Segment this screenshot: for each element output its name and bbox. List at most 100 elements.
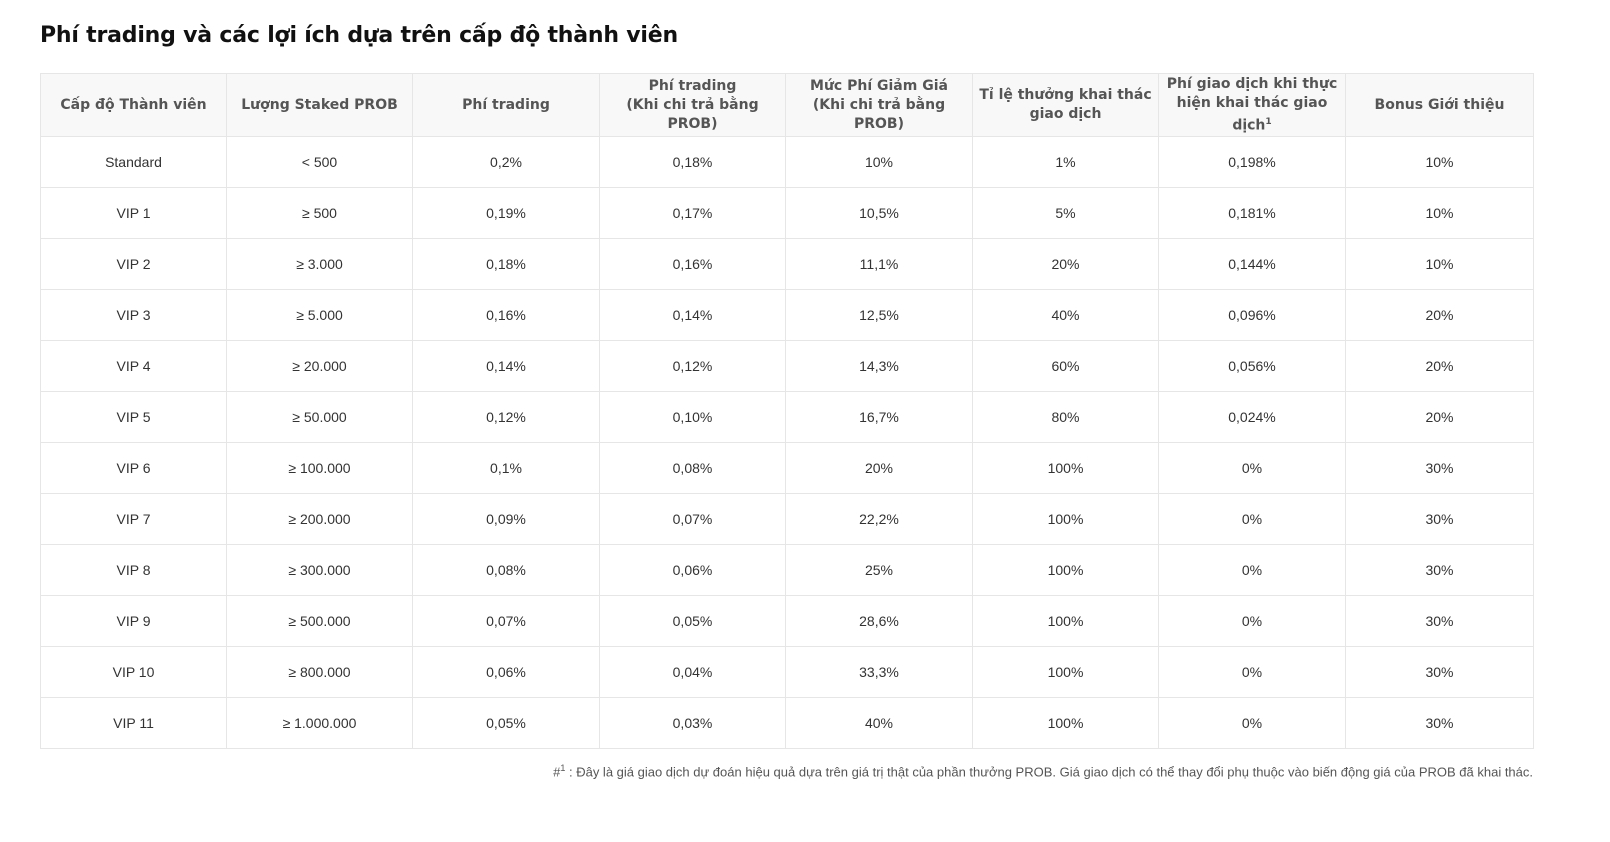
table-cell: 0,08%	[599, 442, 786, 494]
column-header-6: Tỉ lệ thưởng khai thác giao dịch	[972, 73, 1159, 137]
table-cell: 10%	[1345, 136, 1534, 188]
table-cell: 30%	[1345, 493, 1534, 545]
table-cell: 40%	[972, 289, 1159, 341]
table-cell: 0,08%	[412, 544, 600, 596]
table-cell: ≥ 5.000	[226, 289, 413, 341]
table-cell: 30%	[1345, 442, 1534, 494]
table-body: Standard < 500 0,2% 0,18% 10% 1% 0,198% 10% VIP …	[40, 136, 1534, 749]
table-cell: 22,2%	[785, 493, 973, 545]
table-cell: 0,16%	[412, 289, 600, 341]
table-cell: < 500	[226, 136, 413, 188]
table-cell: 30%	[1345, 544, 1534, 596]
table-cell: 28,6%	[785, 595, 973, 647]
table-cell: 0,1%	[412, 442, 600, 494]
table-cell: 0,03%	[599, 697, 786, 749]
column-header-2: Lượng Staked PROB	[226, 73, 413, 137]
column-header-line-2: giao dịch	[973, 105, 1158, 124]
table-cell: 0,024%	[1158, 391, 1346, 443]
table-cell: 0,05%	[412, 697, 600, 749]
column-header-1: Cấp độ Thành viên	[40, 73, 227, 137]
column-header-8: Bonus Giới thiệu	[1345, 73, 1534, 137]
table-cell: ≥ 500.000	[226, 595, 413, 647]
table-row: VIP 3 ≥ 5.000 0,16% 0,14% 12,5% 40% 0,096% 20%	[40, 289, 1534, 341]
table-cell: VIP 2	[40, 238, 227, 290]
table-cell: 100%	[972, 697, 1159, 749]
table-cell: ≥ 100.000	[226, 442, 413, 494]
table-cell: 0,14%	[412, 340, 600, 392]
table-cell: 33,3%	[785, 646, 973, 698]
table-cell: 30%	[1345, 595, 1534, 647]
table-cell: 0,10%	[599, 391, 786, 443]
table-cell: 20%	[1345, 289, 1534, 341]
table-cell: 0,18%	[412, 238, 600, 290]
footnote-marker: #	[553, 764, 561, 780]
table-cell: 0,17%	[599, 187, 786, 239]
table-cell: 0,18%	[599, 136, 786, 188]
table-cell: 40%	[785, 697, 973, 749]
table-cell: VIP 1	[40, 187, 227, 239]
table-cell: 0%	[1158, 493, 1346, 545]
table-cell: 10%	[785, 136, 973, 188]
table-cell: 0%	[1158, 646, 1346, 698]
table-cell: 30%	[1345, 697, 1534, 749]
table-row: Standard < 500 0,2% 0,18% 10% 1% 0,198% 10%	[40, 136, 1534, 188]
table-cell: 0,06%	[599, 544, 786, 596]
table-cell: 0,14%	[599, 289, 786, 341]
table-cell: ≥ 500	[226, 187, 413, 239]
column-header-line-2-text: (Khi chi trả bằng PROB)	[626, 96, 759, 132]
table-cell: 0,19%	[412, 187, 600, 239]
table-row: VIP 9 ≥ 500.000 0,07% 0,05% 28,6% 100% 0% 30%	[40, 595, 1534, 647]
table-cell: VIP 10	[40, 646, 227, 698]
footnote-sup: 1	[560, 763, 566, 773]
table-cell: 0,12%	[599, 340, 786, 392]
column-header-line-1: Bonus Giới thiệu	[1374, 96, 1505, 113]
table-cell: 100%	[972, 595, 1159, 647]
table-cell: VIP 3	[40, 289, 227, 341]
table-cell: ≥ 300.000	[226, 544, 413, 596]
table-cell: 11,1%	[785, 238, 973, 290]
column-header-line-2-text: (Khi chi trả bằng PROB)	[812, 96, 946, 132]
table-cell: VIP 9	[40, 595, 227, 647]
column-header-sup: 1	[1265, 116, 1272, 127]
table-cell: 0,16%	[599, 238, 786, 290]
table-cell: 20%	[785, 442, 973, 494]
table-cell: VIP 11	[40, 697, 227, 749]
table-cell: 0,05%	[599, 595, 786, 647]
table-cell: 0,07%	[599, 493, 786, 545]
table-row: VIP 10 ≥ 800.000 0,06% 0,04% 33,3% 100% 0% 30%	[40, 646, 1534, 698]
table-cell: 0,198%	[1158, 136, 1346, 188]
table-row: VIP 1 ≥ 500 0,19% 0,17% 10,5% 5% 0,181% 10%	[40, 187, 1534, 239]
table-cell: 0%	[1158, 595, 1346, 647]
column-header-line-1: Phí trading	[462, 96, 550, 113]
column-header-5: Mức Phí Giảm Giá (Khi chi trả bằng PROB)	[785, 73, 973, 137]
table-cell: 0,056%	[1158, 340, 1346, 392]
table-cell: ≥ 800.000	[226, 646, 413, 698]
table-cell: 0,06%	[412, 646, 600, 698]
table-row: VIP 8 ≥ 300.000 0,08% 0,06% 25% 100% 0% 30%	[40, 544, 1534, 596]
table-cell: 0,096%	[1158, 289, 1346, 341]
table-cell: 12,5%	[785, 289, 973, 341]
table-cell: 25%	[785, 544, 973, 596]
table-cell: 10,5%	[785, 187, 973, 239]
table-cell: 100%	[972, 442, 1159, 494]
table-cell: 10%	[1345, 238, 1534, 290]
table-cell: 10%	[1345, 187, 1534, 239]
column-header-line-2: hiện khai thác giao dịch1	[1159, 94, 1345, 136]
column-header-line-1: Phí giao dịch khi thực	[1166, 75, 1338, 92]
table-row: VIP 2 ≥ 3.000 0,18% 0,16% 11,1% 20% 0,144% 10%	[40, 238, 1534, 290]
table-cell: 0,09%	[412, 493, 600, 545]
table-cell: 0,144%	[1158, 238, 1346, 290]
table-cell: 16,7%	[785, 391, 973, 443]
footnote: #1 : Đây là giá giao dịch dự đoán hiệu q…	[553, 763, 1533, 779]
table-cell: 0,12%	[412, 391, 600, 443]
header-row: Cấp độ Thành viên Lượng Staked PROB Phí tr…	[40, 73, 1534, 137]
table-cell: ≥ 50.000	[226, 391, 413, 443]
table-cell: VIP 8	[40, 544, 227, 596]
table-row: VIP 7 ≥ 200.000 0,09% 0,07% 22,2% 100% 0% 30%	[40, 493, 1534, 545]
page-title: Phí trading và các lợi ích dựa trên cấp …	[40, 23, 678, 48]
table-cell: VIP 5	[40, 391, 227, 443]
table-cell: VIP 4	[40, 340, 227, 392]
table-row: VIP 5 ≥ 50.000 0,12% 0,10% 16,7% 80% 0,024% 20%	[40, 391, 1534, 443]
table-header: Cấp độ Thành viên Lượng Staked PROB Phí tr…	[40, 73, 1534, 137]
table-cell: 20%	[1345, 340, 1534, 392]
